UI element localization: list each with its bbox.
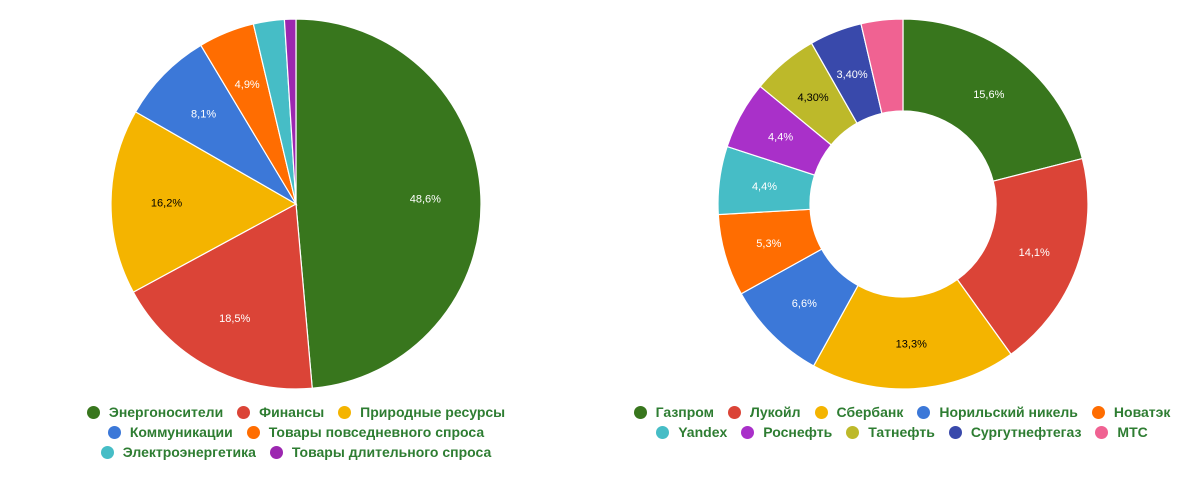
pie-legend-item-6[interactable]: Электроэнергетика (100, 444, 256, 460)
donut-legend-item-8[interactable]: Татнефть (846, 424, 935, 440)
donut-slice-2[interactable] (956, 157, 1089, 356)
legend-swatch-icon (246, 425, 260, 439)
legend-swatch-icon (100, 445, 114, 459)
legend-swatch-icon (237, 405, 251, 419)
donut-slice-label-3: 13,3% (896, 338, 927, 350)
donut-legend-item-1[interactable]: Газпром (633, 404, 715, 420)
legend-swatch-icon (633, 405, 647, 419)
legend-swatch-icon (728, 405, 742, 419)
donut-slice-3[interactable] (812, 278, 1012, 390)
legend-label: Финансы (259, 404, 325, 420)
donut-slice-label-1: 15,6% (973, 89, 1004, 101)
legend-label: Татнефть (868, 424, 935, 440)
legend-swatch-icon (338, 405, 352, 419)
pie-legend-item-2[interactable]: Финансы (237, 404, 324, 420)
pie-chart-legend: Энергоносители Финансы Природные ресурсы Ко… (50, 404, 542, 460)
donut-slice-label-2: 14,1% (1019, 247, 1050, 259)
legend-swatch-icon (1091, 405, 1105, 419)
pie-slice-1[interactable] (295, 18, 482, 389)
legend-swatch-icon (107, 425, 121, 439)
legend-swatch-icon (948, 425, 962, 439)
donut-slice-label-7: 4,4% (768, 132, 793, 144)
legend-label: Электроэнергетика (122, 444, 256, 460)
pie-legend-item-5[interactable]: Товары повседневного спроса (246, 424, 485, 440)
legend-swatch-icon (269, 445, 283, 459)
donut-legend-item-2[interactable]: Лукойл (728, 404, 801, 420)
legend-label: Норильский никель (939, 404, 1078, 420)
donut-slice-label-8: 4,30% (797, 92, 828, 104)
pie-legend-item-4[interactable]: Коммуникации (107, 424, 233, 440)
pie-slice-3[interactable] (110, 111, 298, 293)
legend-label: Энергоносители (108, 404, 224, 420)
pie-legend-item-7[interactable]: Товары длительного спроса (269, 444, 492, 460)
pie-slice-2[interactable] (132, 203, 313, 390)
donut-legend-item-3[interactable]: Сбербанк (814, 404, 904, 420)
donut-legend-item-5[interactable]: Новатэк (1091, 404, 1171, 420)
legend-label: Yandex (678, 424, 728, 440)
legend-label: МТС (1117, 424, 1148, 440)
legend-swatch-icon (741, 425, 755, 439)
donut-slice-label-4: 6,6% (792, 298, 817, 310)
pie-slice-label-5: 4,9% (235, 79, 260, 91)
legend-label: Газпром (655, 404, 715, 420)
legend-swatch-icon (656, 425, 670, 439)
pie-legend-item-1[interactable]: Энергоносители (86, 404, 224, 420)
legend-label: Товары повседневного спроса (268, 424, 485, 440)
donut-legend-item-4[interactable]: Норильский никель (917, 404, 1078, 420)
donut-slice-label-9: 3,40% (836, 69, 867, 81)
legend-swatch-icon (814, 405, 828, 419)
legend-label: Роснефть (763, 424, 833, 440)
pie-slice-label-3: 16,2% (151, 197, 182, 209)
legend-label: Сбербанк (836, 404, 904, 420)
pie-slice-7[interactable] (283, 18, 297, 205)
pie-legend-item-3[interactable]: Природные ресурсы (338, 404, 505, 420)
legend-swatch-icon (917, 405, 931, 419)
donut-legend-item-6[interactable]: Yandex (656, 424, 727, 440)
donut-slice-label-6: 4,4% (752, 181, 777, 193)
pie-slice-label-1: 48,6% (410, 193, 441, 205)
legend-label: Лукойл (750, 404, 801, 420)
donut-chart-sectors: 15,6% 14,1% 13,3% 6,6% 5,3% 4,4% 4,4% 4,30% 3,40… (717, 18, 1089, 390)
pie-chart-sectors: 48,6% 18,5% 16,2% 8,1% 4,9% (110, 18, 482, 390)
donut-legend-item-7[interactable]: Роснефть (741, 424, 832, 440)
pie-slice-label-4: 8,1% (191, 108, 216, 120)
donut-slice-label-5: 5,3% (756, 238, 781, 250)
legend-swatch-icon (846, 425, 860, 439)
legend-label: Коммуникации (129, 424, 233, 440)
legend-label: Природные ресурсы (360, 404, 506, 420)
legend-label: Товары длительного спроса (291, 444, 492, 460)
legend-label: Новатэк (1113, 404, 1171, 420)
pie-slice-label-2: 18,5% (219, 313, 250, 325)
legend-swatch-icon (1095, 425, 1109, 439)
donut-chart-legend: Газпром Лукойл Сбербанк Норильский никель Но… (606, 404, 1197, 440)
donut-slice-10[interactable] (860, 18, 904, 115)
legend-label: Сургутнефтегаз (970, 424, 1082, 440)
donut-legend-item-9[interactable]: Сургутнефтегаз (948, 424, 1082, 440)
donut-legend-item-10[interactable]: МТС (1095, 424, 1148, 440)
pie-slice-4[interactable] (134, 44, 298, 206)
donut-slice-1[interactable] (902, 18, 1084, 182)
legend-swatch-icon (86, 405, 100, 419)
